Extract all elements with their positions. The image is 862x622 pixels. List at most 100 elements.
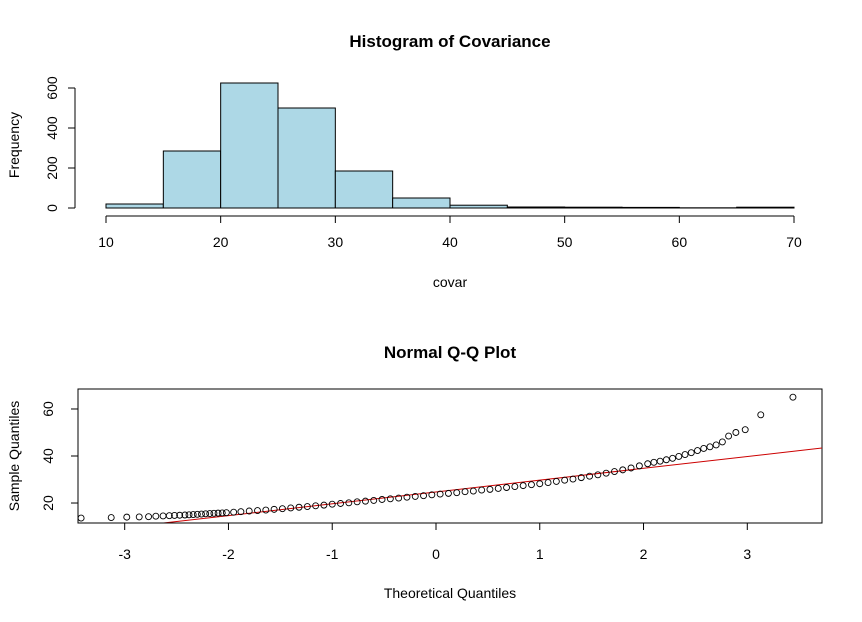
qq-plot-area <box>78 393 822 523</box>
qq-x-tick-label: -3 <box>118 546 131 562</box>
qq-point <box>386 495 394 503</box>
qq-point <box>669 454 677 462</box>
qq-point <box>262 506 270 514</box>
qq-point <box>453 489 461 497</box>
qq-point <box>222 509 230 517</box>
qq-point <box>569 475 577 483</box>
qq-point <box>198 510 205 518</box>
qq-x-tick-label: 3 <box>743 546 751 562</box>
qq-point <box>210 509 218 517</box>
histogram-bar <box>621 206 680 209</box>
qq-point <box>230 508 238 516</box>
qq-point <box>644 460 652 468</box>
qq-point <box>436 490 444 498</box>
qq-x-axis-label: Theoretical Quantiles <box>384 585 516 601</box>
qq-point <box>145 513 153 521</box>
histogram-bar <box>162 150 222 209</box>
qq-x-tick-label: -2 <box>222 546 235 562</box>
qq-x-axis: -3 -2 -1 0 1 2 3 <box>118 522 751 562</box>
qq-y-axis-label: Sample Quantiles <box>6 401 22 512</box>
qq-y-tick-label: 20 <box>40 495 56 511</box>
qq-point <box>712 441 720 449</box>
qq-point <box>185 511 193 519</box>
qq-point <box>687 449 695 457</box>
qq-point <box>586 472 594 480</box>
qq-x-tick-label: 1 <box>536 546 544 562</box>
qq-point <box>206 510 214 518</box>
histogram-bar <box>105 203 164 209</box>
qq-point <box>757 411 765 419</box>
qq-point <box>353 498 361 506</box>
qq-point <box>107 514 115 522</box>
qq-point <box>218 509 226 517</box>
histogram-x-axis: 10 20 30 40 50 60 70 <box>98 215 802 250</box>
qq-point <box>165 512 173 520</box>
qq-point <box>303 503 311 510</box>
qq-point <box>650 458 658 466</box>
qq-point <box>732 429 740 436</box>
qq-point <box>536 480 544 488</box>
histogram-x-axis-label: covar <box>433 274 468 290</box>
qq-plot-frame <box>77 388 823 524</box>
qq-reference-line-segment <box>159 447 822 523</box>
qq-point <box>287 504 295 512</box>
qq-point <box>345 499 353 507</box>
histogram-bar <box>277 107 336 209</box>
qq-point <box>700 445 708 452</box>
histogram-y-axis-label: Frequency <box>6 112 22 178</box>
qq-title: Normal Q-Q Plot <box>384 343 517 362</box>
histogram-title: Histogram of Covariance <box>349 32 550 51</box>
qq-point <box>486 485 494 493</box>
qq-point <box>237 508 245 516</box>
qq-point <box>718 438 726 446</box>
qq-point <box>602 469 610 477</box>
qq-points <box>78 393 797 522</box>
histogram-x-tick-label: 60 <box>672 234 688 250</box>
qq-point <box>627 464 635 472</box>
qq-y-tick-label: 40 <box>40 448 56 464</box>
qq-y-tick-label: 60 <box>40 401 56 417</box>
qq-x-tick-label: -1 <box>326 546 339 562</box>
qq-point <box>428 491 436 499</box>
qq-point <box>619 466 627 474</box>
qq-point <box>395 494 403 502</box>
qq-point <box>370 496 378 504</box>
qq-point <box>611 468 618 475</box>
qq-point <box>214 509 222 517</box>
qq-point <box>461 488 469 496</box>
qq-point <box>403 493 411 501</box>
qq-point <box>328 500 336 508</box>
histogram-panel: Histogram of Covariance covar Frequency … <box>6 32 802 290</box>
histogram-x-tick-label: 50 <box>557 234 573 250</box>
histogram-x-tick-label: 20 <box>213 234 229 250</box>
histogram-y-axis: 0 200 400 600 <box>44 76 76 212</box>
qq-point <box>656 457 664 465</box>
qq-point <box>561 476 569 484</box>
qq-point <box>411 492 419 500</box>
qq-point <box>312 502 320 510</box>
qq-point <box>494 484 502 492</box>
qq-point <box>270 505 278 513</box>
qq-point <box>171 512 178 519</box>
qq-point <box>503 484 511 491</box>
qq-point <box>594 471 602 479</box>
qq-point <box>245 507 253 515</box>
histogram-x-tick-label: 70 <box>786 234 802 250</box>
qq-point <box>577 474 585 482</box>
histogram-bar <box>220 82 279 209</box>
qq-point <box>189 511 197 518</box>
qq-point <box>694 447 701 455</box>
qq-point <box>123 513 131 521</box>
histogram-bar <box>449 204 508 209</box>
qq-point <box>511 483 519 491</box>
qq-point <box>361 497 369 505</box>
qq-point <box>254 507 261 514</box>
qq-point <box>159 512 167 520</box>
histogram-bars <box>105 82 795 209</box>
qq-point <box>193 510 201 518</box>
qq-point <box>295 503 303 511</box>
qq-point <box>519 482 527 490</box>
histogram-bar <box>392 197 451 209</box>
histogram-x-tick-label: 10 <box>98 234 114 250</box>
